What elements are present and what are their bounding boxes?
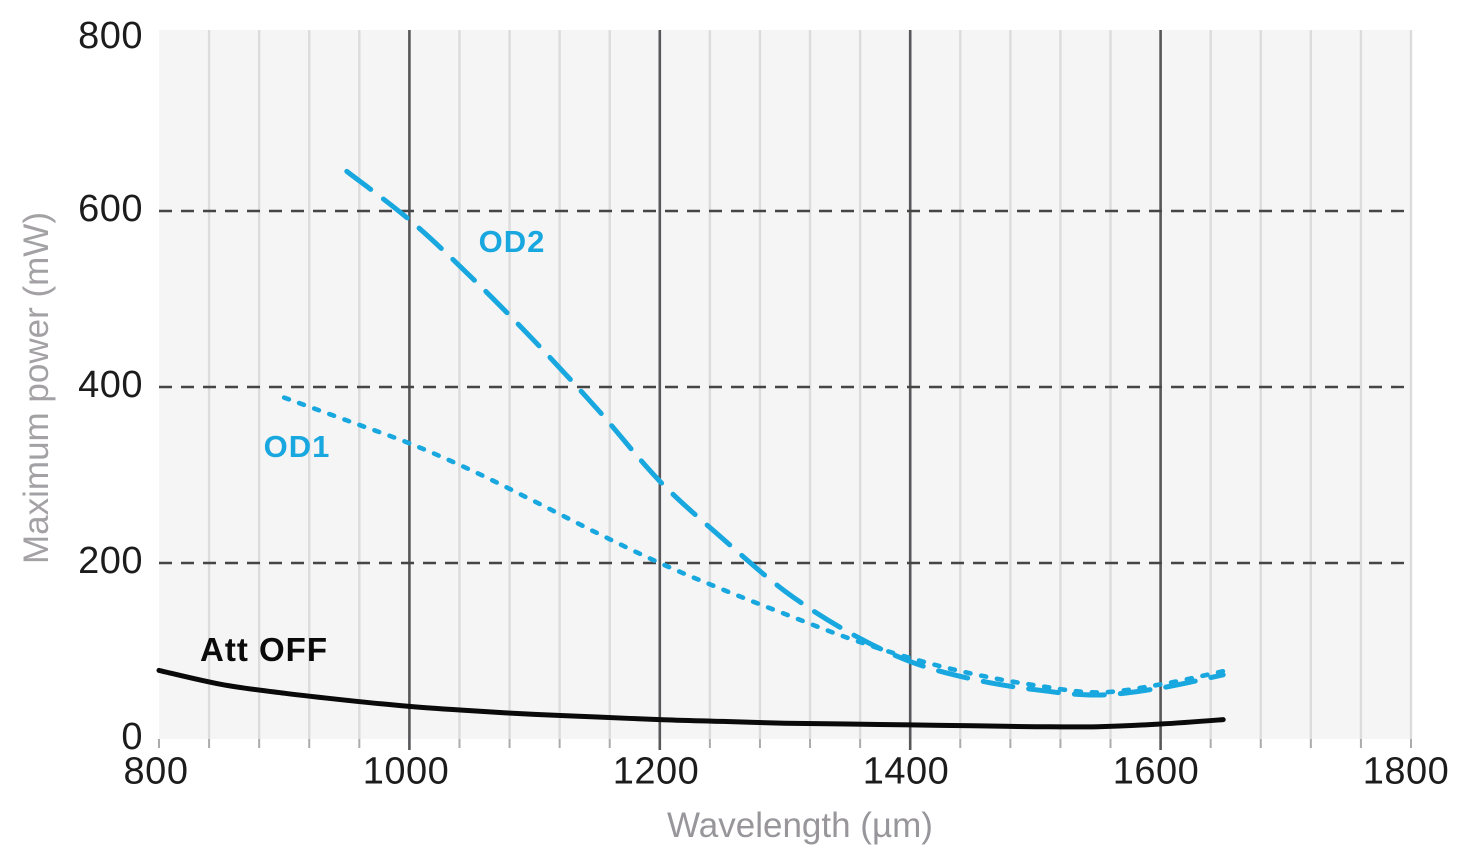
- x-tick-label-800: 800: [123, 750, 189, 793]
- x-tick-label-1000: 1000: [362, 750, 450, 793]
- y-tick-label-600: 600: [78, 188, 143, 231]
- curve-label-od2: OD2: [478, 224, 546, 259]
- y-tick-label-200: 200: [78, 540, 143, 583]
- y-axis-title: Maximum power (mW): [17, 212, 56, 564]
- series-line-od1: [281, 395, 1226, 695]
- y-tick-label-0: 0: [121, 716, 143, 759]
- series-line-att-off: [156, 667, 1226, 730]
- series-line-od2: [344, 168, 1226, 698]
- x-tick-label-1800: 1800: [1362, 750, 1450, 793]
- curve-label-att-off: Att OFF: [200, 631, 328, 668]
- curve-label-od1: OD1: [263, 429, 331, 464]
- x-tick-label-1400: 1400: [862, 750, 950, 793]
- x-axis-title: Wavelength (µm): [667, 806, 933, 845]
- y-tick-label-800: 800: [78, 15, 143, 58]
- x-tick-label-1600: 1600: [1112, 750, 1200, 793]
- plot-area-background: [159, 30, 1411, 739]
- x-tick-label-1200: 1200: [612, 750, 700, 793]
- y-tick-label-400: 400: [78, 364, 143, 407]
